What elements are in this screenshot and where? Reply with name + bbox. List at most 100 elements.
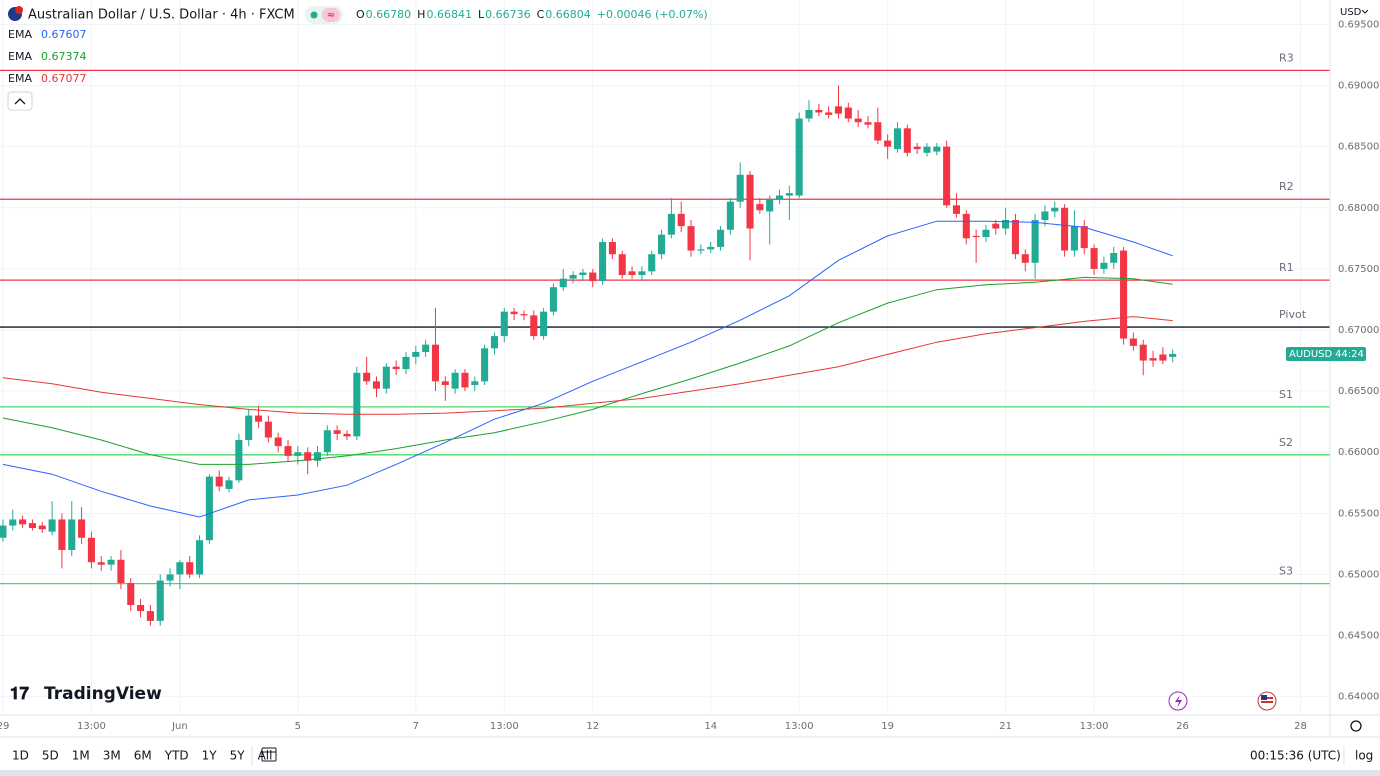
candle-body	[1002, 220, 1010, 229]
range-button[interactable]: 3M	[103, 749, 121, 763]
candle-body	[697, 249, 705, 251]
candle-body	[1021, 254, 1029, 263]
candle-body	[648, 254, 656, 272]
candle-body	[9, 519, 17, 526]
x-tick-label: 26	[1176, 721, 1189, 732]
range-button[interactable]: 1Y	[202, 749, 218, 763]
grid	[0, 0, 1330, 715]
ohlc-label: L	[478, 8, 485, 21]
candle-body	[313, 452, 322, 461]
x-tick-label: 14	[704, 721, 717, 732]
y-tick-label: 0.65500	[1338, 508, 1379, 519]
ohlc-readout: O 0.66780 H 0.66841 L 0.66736 C 0.66804 +0.00046…	[356, 8, 708, 21]
range-button[interactable]: All	[258, 749, 273, 763]
delay-icon: ≈	[327, 10, 335, 21]
candle-body	[923, 146, 931, 153]
axes: 0.64000 0.64500 0.65000 0.65500 0.66000 0.665…	[0, 19, 1379, 732]
candle-body	[677, 213, 685, 227]
candle-body	[294, 452, 302, 456]
candle-body	[736, 174, 744, 202]
candle-body	[1149, 358, 1157, 361]
pivot-label: R3	[1279, 51, 1294, 64]
candle-body	[569, 275, 577, 279]
date-range-icon[interactable]	[261, 747, 277, 762]
y-tick-label: 0.68000	[1338, 203, 1379, 214]
candle-body	[1120, 250, 1128, 339]
candle-body	[864, 122, 872, 125]
clock[interactable]: 00:15:36 (UTC)	[1250, 749, 1341, 763]
ohlc-value: 0.66780	[366, 8, 412, 21]
candle-body	[775, 195, 784, 200]
pivot-label: Pivot	[1279, 308, 1307, 321]
candle-body	[913, 146, 921, 150]
candle-body	[382, 366, 390, 389]
candle-body	[0, 525, 7, 538]
delay-badge	[322, 8, 340, 22]
candle-body	[78, 519, 86, 538]
candle-body	[638, 271, 646, 275]
candle-body	[1129, 338, 1137, 346]
candle-body	[28, 523, 36, 528]
market-open-dot	[310, 11, 318, 19]
legend-value: 0.67374	[41, 50, 87, 63]
candle-body	[1159, 354, 1167, 361]
log-toggle[interactable]: log	[1355, 749, 1373, 763]
candle-body	[756, 204, 764, 211]
collapse-legend-button[interactable]	[7, 91, 33, 111]
candle-body	[205, 476, 213, 541]
y-tick-label: 0.67000	[1338, 325, 1379, 336]
toolbar: 1D 5D 1M 3M 6M YTD 1Y 5Y All	[12, 749, 272, 763]
symbol-title[interactable]: Australian Dollar / U.S. Dollar · 4h · F…	[28, 8, 295, 23]
candle-body	[422, 344, 430, 352]
logo-mark: 𝟏𝟕	[10, 684, 29, 704]
price-tag-symbol: AUDUSD	[1289, 349, 1333, 360]
symbol-flag-icon	[15, 6, 23, 14]
ema-line	[2, 220, 1173, 518]
candle-body	[1011, 220, 1019, 255]
range-button[interactable]: YTD	[164, 749, 189, 763]
candle-body	[1090, 248, 1098, 269]
range-button[interactable]: 1M	[72, 749, 90, 763]
flag-canton	[1261, 695, 1267, 700]
x-tick-label: 21	[999, 721, 1012, 732]
candle-body	[48, 519, 56, 532]
legend-value: 0.67077	[41, 72, 87, 85]
pivot-label: S1	[1279, 388, 1293, 401]
candle-body	[235, 440, 243, 481]
indicator-legend: EMA 0.67607 EMA 0.67374 EMA 0.67077	[8, 28, 87, 85]
candle-body	[471, 381, 479, 385]
x-tick-label: 5	[295, 721, 301, 732]
candle-body	[834, 106, 843, 114]
legend-name: EMA	[8, 50, 32, 63]
candle-body	[68, 519, 76, 550]
settings-icon[interactable]	[1350, 720, 1362, 732]
candle-body	[854, 118, 862, 123]
x-tick-label: Jun	[171, 721, 188, 732]
candle-body	[943, 146, 951, 206]
candle-body	[186, 562, 194, 575]
candle-body	[717, 229, 725, 247]
currency-chevron	[1361, 9, 1369, 14]
y-tick-label: 0.69500	[1338, 19, 1379, 30]
candle-body	[530, 315, 538, 337]
range-button[interactable]: 6M	[134, 749, 152, 763]
range-button[interactable]: 5D	[42, 749, 59, 763]
collapse-icon	[14, 98, 26, 105]
x-tick-label: 28	[1294, 721, 1307, 732]
pivot-label: S2	[1279, 436, 1293, 449]
currency-label[interactable]: USD	[1340, 7, 1362, 18]
x-tick-label: 13:00	[785, 721, 814, 732]
candle-body	[166, 574, 174, 581]
candle-body	[844, 107, 852, 119]
legend-name: EMA	[8, 28, 32, 41]
range-button[interactable]: 1D	[12, 749, 29, 763]
range-button[interactable]: 5Y	[230, 749, 246, 763]
y-tick-label: 0.67500	[1338, 264, 1379, 275]
candle-body	[363, 372, 371, 382]
logo-text[interactable]: TradingView	[44, 684, 162, 704]
legend-value: 0.67607	[41, 28, 87, 41]
y-tick-label: 0.69000	[1338, 81, 1379, 92]
ohlc-label: O	[356, 8, 365, 21]
